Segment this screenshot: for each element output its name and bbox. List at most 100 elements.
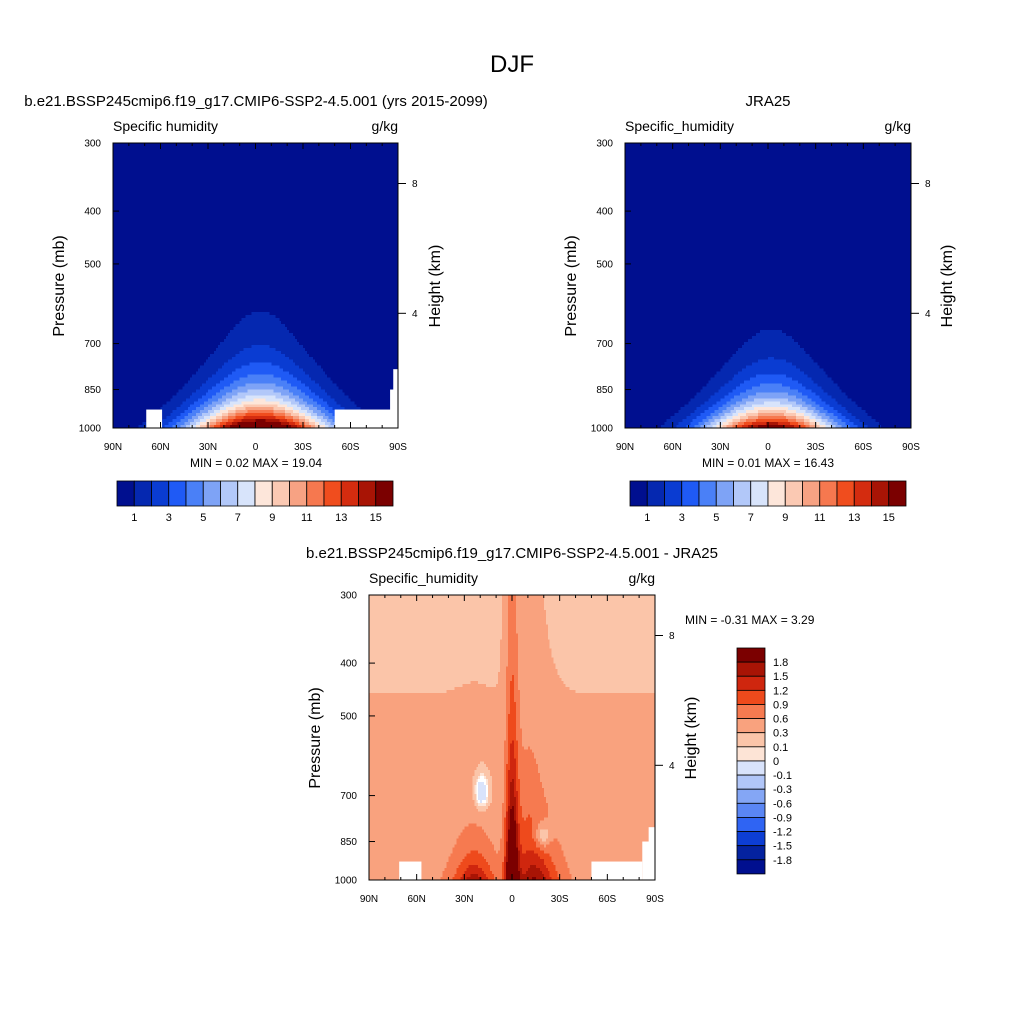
colorbar-box [185,480,204,507]
colorbar-box [784,480,803,507]
x-tick-label: 60S [598,894,616,905]
colorbar-box [733,480,752,507]
colorbar-box [736,718,766,734]
y-tick-label: 300 [340,591,357,602]
y-tick-label: 400 [340,659,357,670]
colorbar-label: 5 [200,512,206,524]
colorbar-box [750,480,769,507]
colorbar-label: -1.5 [773,841,792,853]
colorbar-box [323,480,342,507]
units-label: g/kg [629,570,655,586]
colorbar-label: 11 [301,512,312,524]
colorbar-label: -0.9 [773,812,792,824]
x-tick-label: 60N [407,894,425,905]
height-axis-ticks: 84 [655,631,675,772]
colorbar-label: 1 [644,512,650,524]
y-axis-ticks: 300 400 500 700 850 1000 [335,591,375,887]
x-tick-label: 90N [360,894,378,905]
panel-title: JRA25 [745,93,790,110]
x-tick-label: 0 [765,442,771,453]
colorbar-box [151,480,170,507]
y-axis-label: Pressure (mb) [51,235,68,336]
x-axis-ticks: 90N 60N 30N 0 30S 60S 90S [616,143,920,453]
contour-field [113,143,399,429]
height-axis-ticks: 84 [911,179,931,320]
height-axis-label: Height (km) [939,245,956,328]
colorbar-label: 1 [131,512,137,524]
contour-field [369,595,656,881]
panel-jra25: JRA25 Specific_humidity g/kg 90N 60N 30N 0 3… [563,93,956,524]
y-tick-label: 400 [596,207,613,218]
colorbar-box [736,788,766,804]
colorbar-box [736,760,766,776]
colorbar-box [736,802,766,818]
colorbar-box [340,480,359,507]
colorbar-label: -1.2 [773,827,792,839]
colorbar-box [681,480,700,507]
height-axis-label: Height (km) [683,697,700,780]
x-tick-label: 90N [104,442,122,453]
colorbar-box [254,480,273,507]
colorbar-box [271,480,290,507]
y-tick-label: 700 [84,339,101,350]
colorbar-box [736,845,766,861]
colorbar-box [168,480,187,507]
colorbar-box [836,480,855,507]
x-tick-label: 30N [455,894,473,905]
x-tick-label: 60N [663,442,681,453]
panel-model: b.e21.BSSP245cmip6.f19_g17.CMIP6-SSP2-4.… [24,93,488,524]
colorbar-box [133,480,152,507]
colorbar-box [116,480,135,507]
colorbar-box [629,480,648,507]
variable-label: Specific_humidity [625,118,734,134]
colorbar-box [736,704,766,719]
colorbar-label: 7 [748,512,754,524]
terrain-mask [648,827,655,880]
x-tick-label: 30S [551,894,569,905]
x-tick-label: 30S [807,442,825,453]
figure-title: DJF [490,51,534,78]
x-tick-label: 30N [199,442,217,453]
terrain-mask [399,861,422,880]
colorbar-box [220,480,239,507]
colorbar-label: 0.6 [773,714,788,726]
colorbar-box [736,661,766,677]
variable-label: Specific humidity [113,118,218,134]
colorbar-box [698,480,717,507]
y-tick-label: 850 [84,385,101,396]
x-tick-label: 0 [509,894,515,905]
colorbar-box [664,480,683,507]
x-tick-label: 90S [389,442,407,453]
colorbar-box [853,480,872,507]
x-axis-ticks: 90N 60N 30N 0 30S 60S 90S [360,595,664,905]
height-tick-label: 4 [925,309,931,320]
min-max-label: MIN = -0.31 MAX = 3.29 [685,613,815,627]
units-label: g/kg [885,118,911,134]
colorbar-label: 3 [679,512,685,524]
colorbar-box [888,480,907,507]
colorbar-label: 11 [814,512,825,524]
colorbar-box [646,480,665,507]
min-max-label: MIN = 0.01 MAX = 16.43 [702,456,834,470]
y-tick-label: 1000 [335,876,358,887]
y-tick-label: 400 [84,207,101,218]
x-tick-label: 30S [294,442,312,453]
x-tick-label: 90S [646,894,664,905]
colorbar-label: -0.6 [773,798,792,810]
variable-label: Specific_humidity [369,570,478,586]
y-axis-label: Pressure (mb) [307,687,324,788]
height-tick-label: 8 [925,179,931,190]
x-tick-label: 60S [854,442,872,453]
x-tick-label: 90N [616,442,634,453]
colorbar-label: 0.9 [773,699,788,711]
x-tick-label: 0 [253,442,259,453]
panel-title: b.e21.BSSP245cmip6.f19_g17.CMIP6-SSP2-4.… [24,93,488,110]
units-label: g/kg [372,118,398,134]
colorbar-box [736,774,766,790]
colorbar-label: 9 [782,512,788,524]
colorbar-label: 1.5 [773,671,788,683]
colorbar-box [375,480,394,507]
colorbar-label: -1.8 [773,855,792,867]
colorbar-box [202,480,221,507]
x-tick-label: 60S [342,442,360,453]
